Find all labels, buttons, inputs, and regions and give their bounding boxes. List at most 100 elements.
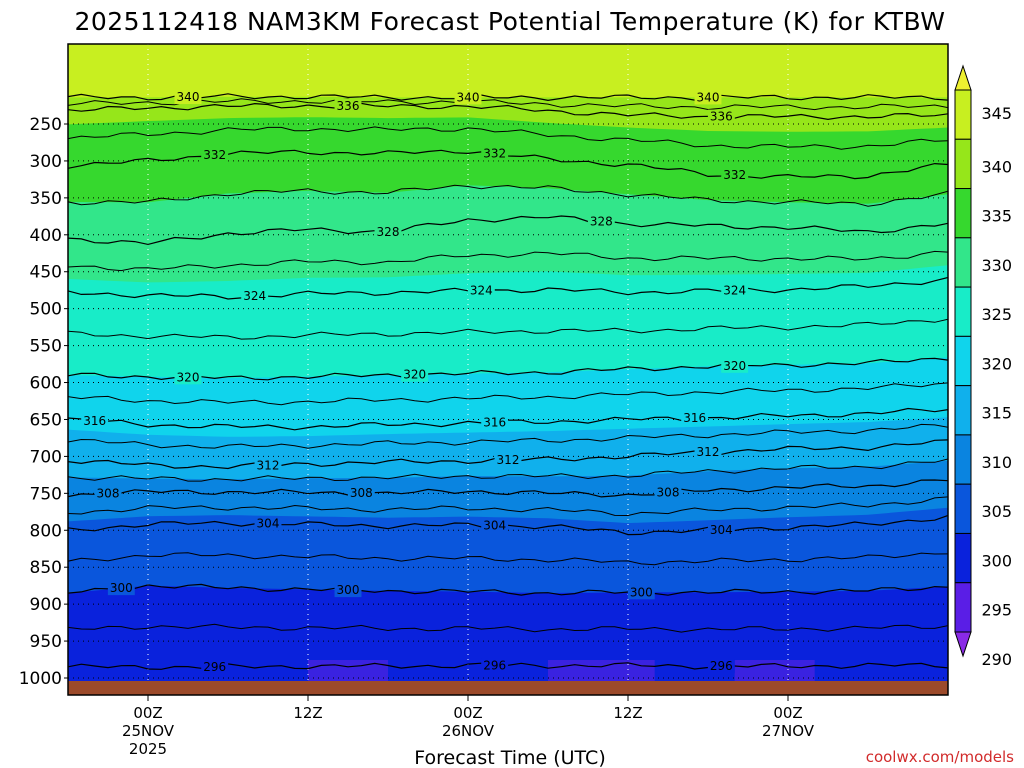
y-tick-label: 650 xyxy=(30,410,62,430)
contour-label-300: 300 xyxy=(110,581,133,595)
x-tick-label: 2025 xyxy=(129,740,167,758)
contour-310 xyxy=(68,458,948,482)
colorbar-box xyxy=(954,188,972,239)
contour-label-296: 296 xyxy=(483,658,506,672)
contour-labels: 296 296 296 300 300 300 304 304 304 308 308 308 312 3… xyxy=(81,90,749,674)
colorbar-tick-label: 315 xyxy=(981,404,1012,423)
contour-label-bg xyxy=(587,214,615,229)
contour-label-336: 336 xyxy=(337,99,360,113)
contour-label-bg xyxy=(481,658,509,673)
surface-band-rect xyxy=(68,681,948,695)
x-tick-label: 27NOV xyxy=(762,722,815,740)
contour-label-320: 320 xyxy=(403,368,426,382)
y-tick-label: 700 xyxy=(30,447,62,467)
contour-label-300: 300 xyxy=(337,583,360,597)
colorbar-box xyxy=(954,286,972,337)
contour-label-332: 332 xyxy=(483,147,506,161)
colorbar-tick-label: 290 xyxy=(981,650,1012,669)
contour-334 xyxy=(68,126,948,150)
isotherm-contours xyxy=(68,93,948,670)
colorbar-tick-label: 295 xyxy=(981,601,1012,620)
contour-label-bg xyxy=(174,90,202,105)
contour-label-324: 324 xyxy=(723,283,746,297)
y-tick-label: 500 xyxy=(30,300,62,320)
contour-label-324: 324 xyxy=(243,289,266,303)
contour-label-296: 296 xyxy=(710,659,733,673)
fill-band-340 xyxy=(68,44,948,98)
contour-336 xyxy=(68,102,948,121)
contour-label-320: 320 xyxy=(177,370,200,384)
colorbar-box xyxy=(954,335,972,387)
contour-label-bg xyxy=(467,283,495,298)
contour-label-332: 332 xyxy=(203,148,226,162)
x-tick-label: 00Z xyxy=(773,704,802,722)
contour-328 xyxy=(68,215,948,246)
contour-label-316: 316 xyxy=(83,414,106,428)
contour-label-328: 328 xyxy=(590,215,613,229)
x-tick-label: 25NOV xyxy=(122,722,175,740)
colorbar-box xyxy=(954,582,972,633)
contour-label-296: 296 xyxy=(203,660,226,674)
contour-label-bg xyxy=(201,147,229,162)
contour-label-336: 336 xyxy=(710,110,733,124)
colorbar-tick-label: 330 xyxy=(981,256,1012,275)
contour-label-bg xyxy=(481,518,509,533)
colorbar-tick-label: 325 xyxy=(981,305,1012,324)
colorbar-tick-label: 335 xyxy=(981,207,1012,226)
contour-label-bg xyxy=(201,659,229,674)
contour-label-324: 324 xyxy=(470,284,493,298)
contour-340 xyxy=(68,93,948,102)
contour-label-bg xyxy=(681,411,709,426)
colorbar-box xyxy=(954,385,972,436)
contour-324 xyxy=(68,276,948,300)
x-tick-label: 12Z xyxy=(613,704,642,722)
contour-label-bg xyxy=(347,486,375,501)
x-axis-label: Forecast Time (UTC) xyxy=(414,747,605,768)
y-tick-label: 800 xyxy=(30,521,62,541)
contour-306 xyxy=(68,496,948,517)
x-tick-label: 26NOV xyxy=(442,722,495,740)
contour-label-bg xyxy=(721,358,749,373)
contour-label-bg xyxy=(107,581,135,596)
contour-label-328: 328 xyxy=(377,225,400,239)
contour-label-bg xyxy=(174,370,202,385)
contour-300 xyxy=(68,583,948,596)
contour-label-bg xyxy=(481,415,509,430)
contour-label-bg xyxy=(94,486,122,501)
contour-label-340: 340 xyxy=(177,90,200,104)
y-tick-label: 400 xyxy=(30,226,62,246)
colorbar-box xyxy=(954,138,972,190)
contour-label-bg xyxy=(454,90,482,105)
contour-label-bg xyxy=(707,659,735,674)
contour-label-bg xyxy=(694,90,722,105)
colorbar-box xyxy=(954,532,972,584)
contour-label-300: 300 xyxy=(630,585,653,599)
contour-label-bg xyxy=(334,583,362,598)
chart-title: 2025112418 NAM3KM Forecast Potential Tem… xyxy=(74,7,945,36)
contour-label-340: 340 xyxy=(457,90,480,104)
y-tick-label: 750 xyxy=(30,484,62,504)
y-tick-label: 900 xyxy=(30,595,62,615)
colorbar-box xyxy=(954,434,972,485)
contour-label-304: 304 xyxy=(710,523,733,537)
contour-302 xyxy=(68,552,948,566)
contour-label-bg xyxy=(707,109,735,124)
contour-326 xyxy=(68,250,948,272)
colorbar: 345 340 335 330 325 320 315 310 305 300 295 290 xyxy=(954,64,1012,669)
colorbar-arrow-bottom xyxy=(954,631,972,658)
contour-330 xyxy=(68,184,948,207)
y-tick-label: 1000 xyxy=(19,669,62,689)
contour-label-340: 340 xyxy=(697,90,720,104)
contour-308 xyxy=(68,479,948,498)
colorbar-box xyxy=(954,237,972,288)
contour-label-308: 308 xyxy=(350,486,373,500)
contour-label-308: 308 xyxy=(97,486,120,500)
contour-label-bg xyxy=(627,585,655,600)
contour-298 xyxy=(68,623,948,633)
contour-label-332: 332 xyxy=(723,168,746,182)
contour-label-bg xyxy=(334,98,362,113)
contour-label-bg xyxy=(481,146,509,161)
contour-label-308: 308 xyxy=(657,486,680,500)
